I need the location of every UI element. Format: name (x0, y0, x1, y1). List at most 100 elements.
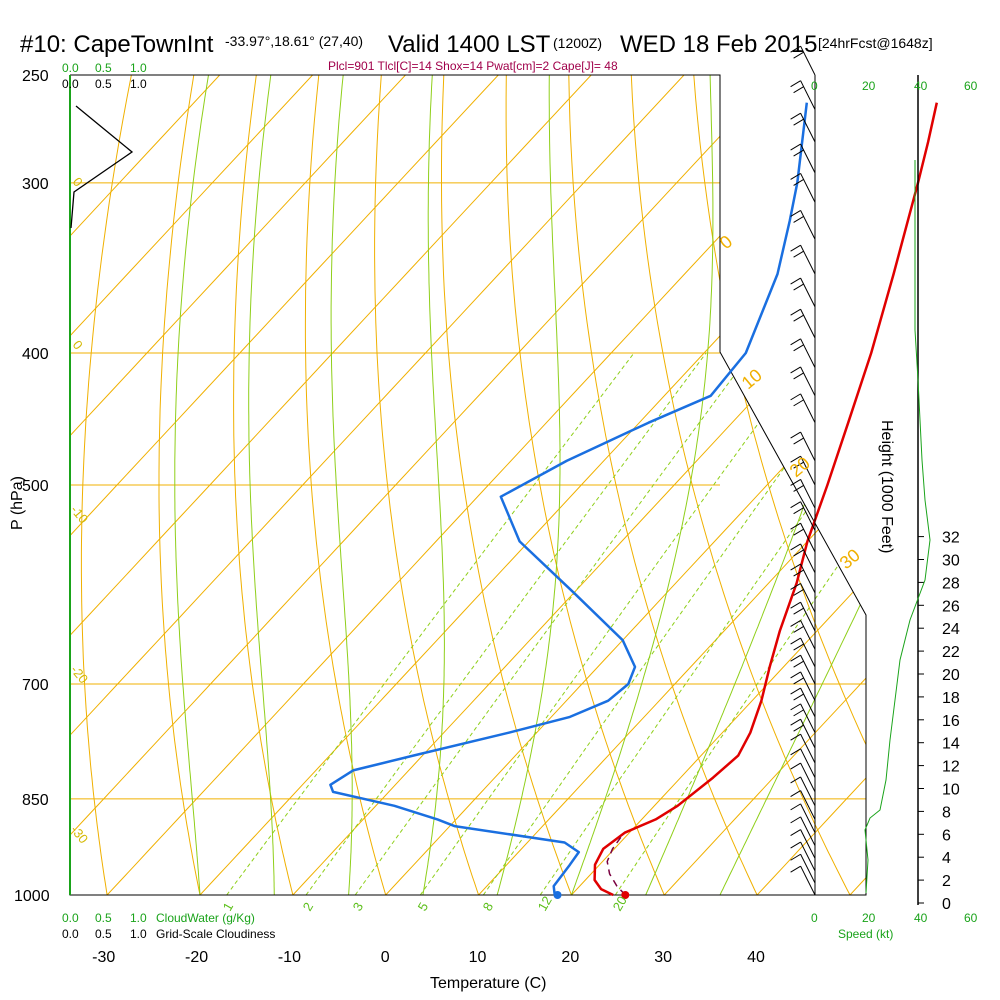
wind-barb (790, 522, 816, 553)
mixing-ratio-line (226, 352, 635, 895)
wind-barb (790, 366, 816, 397)
wind-barb (790, 244, 816, 275)
height-axis-label: Height (1000 Feet) (878, 420, 895, 553)
chart-lines-layer (0, 45, 939, 905)
wind-barb (790, 501, 816, 531)
height-tick-label: 18 (942, 690, 960, 707)
wind-barb (790, 338, 816, 368)
wind-speed-tick: 60 (964, 911, 978, 925)
diagram-clip-group (0, 75, 866, 895)
wind-speed-tick: 20 (862, 79, 876, 93)
cloudiness-tick: 1.0 (130, 77, 147, 91)
isotherm-line (756, 75, 866, 895)
wind-barb (790, 654, 816, 685)
wind-barb (790, 790, 816, 820)
mixing-ratio-line (305, 352, 707, 895)
dry-adiabat-line (693, 75, 866, 895)
dry-adiabat-line (568, 75, 758, 895)
height-tick-label: 2 (942, 873, 951, 890)
moist-adiabat-line (248, 75, 275, 895)
wind-barb (790, 619, 816, 650)
temperature-tick-label: 10 (469, 949, 487, 966)
moist-adiabat-line (174, 75, 209, 895)
dry-adiabat-line (441, 75, 572, 895)
temperature-tick-label: -30 (92, 949, 115, 966)
mixing-ratio-label: 20 (610, 893, 630, 913)
dry-adiabat-line (818, 75, 866, 895)
isotherm-label: 0 (70, 337, 86, 352)
wind-barb (790, 308, 816, 339)
isotherm-line (106, 75, 866, 895)
pressure-tick-label: 250 (22, 68, 49, 85)
surface-temperature-marker (621, 891, 630, 899)
wind-barb (790, 865, 816, 896)
pressure-tick-label: 500 (22, 478, 49, 495)
wind-barb (790, 583, 816, 613)
dry-adiabat-line (80, 75, 132, 895)
height-tick-label: 26 (942, 598, 960, 615)
wind-barb (790, 803, 816, 833)
moist-adiabat-line (422, 75, 445, 895)
wind-speed-tick: 0 (811, 79, 818, 93)
moist-adiabat-line (570, 75, 714, 895)
wind-speed-profile (864, 160, 931, 894)
wind-speed-tick: 0 (811, 911, 818, 925)
moist-adiabat-line (719, 75, 866, 895)
isotherm-line (70, 75, 406, 895)
wind-barb (790, 816, 816, 846)
wind-barb (790, 637, 816, 668)
temperature-line (593, 102, 939, 897)
temperature-tick-label: 40 (747, 949, 765, 966)
mixing-ratio-label: 2 (300, 900, 317, 914)
station-title: #10: CapeTownInt (20, 31, 214, 58)
height-tick-label: 22 (942, 644, 960, 661)
utc-time: (1200Z) (553, 35, 602, 51)
wind-barb (790, 143, 816, 174)
temperature-tick-label: 20 (561, 949, 579, 966)
isotherm-label: -20 (68, 662, 92, 686)
pressure-tick-label: 850 (22, 792, 49, 809)
cloudiness-profile (70, 105, 134, 229)
cloudiness-tick: 1.0 (130, 927, 147, 941)
isotherm-label: -10 (68, 502, 92, 526)
cloud-water-tick: 0.5 (95, 61, 112, 75)
wind-barb (790, 748, 816, 778)
cloudiness-label: Grid-Scale Cloudiness (156, 927, 275, 941)
mixing-ratio-line (354, 352, 752, 895)
station-coords: -33.97°,18.61° (27,40) (225, 33, 363, 49)
pressure-tick-label: 700 (22, 677, 49, 694)
dry-adiabat-label: 20 (786, 453, 814, 481)
height-tick-label: 0 (942, 896, 951, 913)
temperature-axis-label: Temperature (C) (430, 975, 546, 992)
dry-adiabat-line (0, 75, 6, 895)
height-tick-label: 28 (942, 575, 960, 592)
cloudiness-tick: 0.0 (62, 77, 79, 91)
valid-time: Valid 1400 LST (388, 31, 551, 58)
wind-barb (790, 112, 816, 143)
parcel-params: Plcl=901 Tlcl[C]=14 Shox=14 Pwat[cm]=2 C… (328, 59, 618, 73)
isotherm-line (70, 75, 499, 895)
isotherm-line (663, 75, 866, 895)
wind-barb (790, 393, 816, 423)
height-tick-label: 6 (942, 827, 951, 844)
forecast-info: [24hrFcst@1648z] (818, 35, 933, 51)
moist-adiabat-line (645, 75, 866, 895)
wind-speed-tick: 40 (914, 79, 928, 93)
mixing-ratio-line (482, 352, 866, 895)
temperature-tick-label: 30 (654, 949, 672, 966)
cloud-water-tick: 1.0 (130, 911, 147, 925)
height-tick-label: 8 (942, 804, 951, 821)
wind-barb (790, 687, 816, 718)
wind-barb (790, 431, 816, 462)
mixing-ratio-label: 8 (480, 900, 497, 914)
height-tick-label: 32 (942, 530, 960, 547)
isotherm-line (70, 75, 685, 895)
wind-speed-tick: 60 (964, 79, 978, 93)
wind-barb (790, 478, 816, 509)
mixing-ratio-label: 3 (350, 900, 367, 914)
isotherm-line (70, 75, 592, 895)
wind-barb (790, 563, 816, 594)
cloud-water-tick: 0.0 (62, 61, 79, 75)
surface-dewpoint-marker (553, 891, 562, 899)
